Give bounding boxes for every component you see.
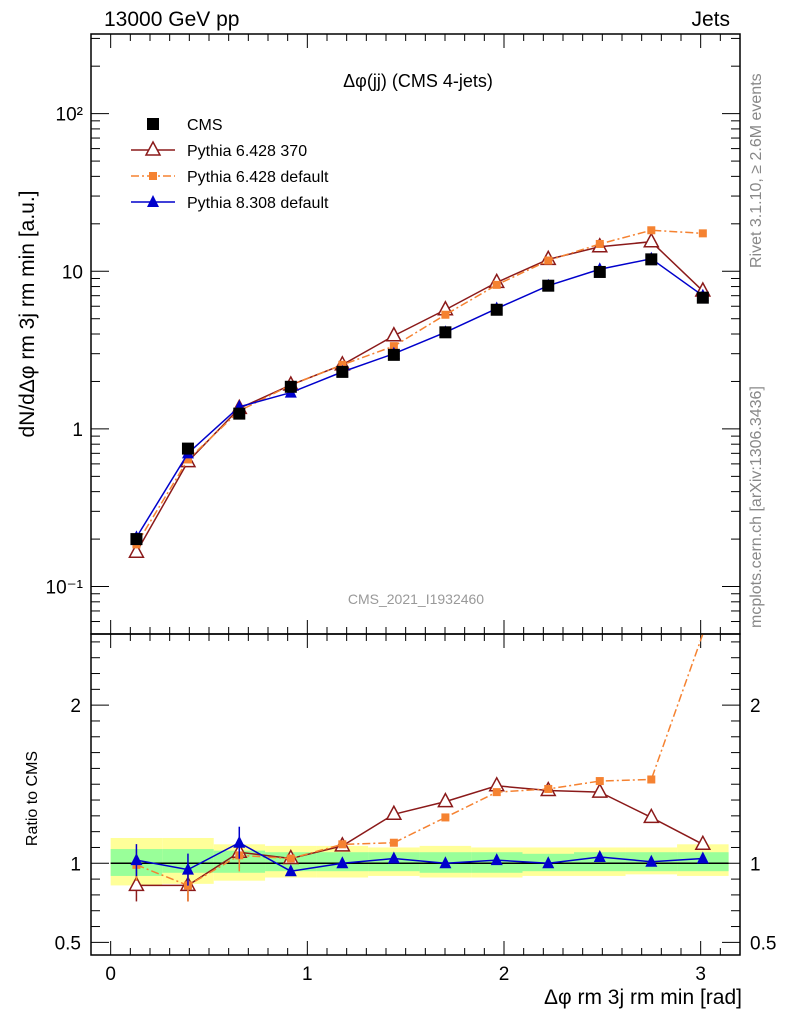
legend-marker: [144, 140, 162, 156]
main-ylabel: dN/dΔφ rm 3j rm min [a.u.]: [16, 190, 39, 437]
main-data-point: [130, 533, 143, 546]
ratio-data-point: [130, 853, 143, 866]
ratio-data-point: [643, 807, 660, 824]
legend-label: CMS: [187, 117, 223, 134]
main-series-line: [135, 240, 704, 553]
main-data-point: [183, 455, 192, 464]
ratio-ytick-label-right: 2: [750, 696, 761, 717]
ratio-ytick-label: 0.5: [55, 933, 81, 954]
ratio-series-line: [136, 633, 704, 887]
ratio-plot-frame: [90, 633, 741, 956]
ratio-data-point: [544, 784, 553, 793]
ratio-series-line: [136, 785, 704, 887]
ratio-ylabel: Ratio to CMS: [24, 751, 41, 846]
main-data-point: [595, 239, 604, 248]
ratio-data-point: [595, 777, 604, 786]
ratio-data-point: [694, 834, 712, 851]
main-data-point: [542, 279, 555, 292]
legend-marker: [147, 195, 159, 207]
ratio-data-point: [441, 813, 450, 822]
main-ytick-label: 10²: [56, 105, 83, 126]
main-ytick-label: 10⁻¹: [46, 578, 84, 599]
ratio-data-point: [490, 853, 503, 866]
main-series-line: [135, 257, 704, 538]
ratio-data-point: [647, 775, 656, 784]
main-data-point: [696, 291, 709, 304]
ratio-data-point: [593, 849, 606, 862]
main-data-point: [439, 326, 452, 339]
ratio-data-point: [181, 862, 194, 875]
main-data-point: [387, 348, 400, 361]
main-data-point: [593, 265, 606, 278]
ratio-data-point: [385, 804, 403, 821]
ratio-series-line: [136, 841, 703, 872]
legend-label: Pythia 6.428 default: [187, 169, 329, 186]
legend-label: Pythia 8.308 default: [187, 195, 329, 212]
main-data-point: [284, 380, 297, 393]
ratio-ytick-label-right: 1: [750, 854, 761, 875]
ratio-ytick-label-right: 0.5: [750, 933, 776, 954]
ratio-xtick-label: 0: [105, 964, 116, 985]
ratio-xtick-label: 3: [695, 964, 706, 985]
main-ytick-label: 10: [62, 262, 83, 283]
main-data-point: [647, 226, 656, 235]
ratio-xtick-label: 2: [499, 964, 510, 985]
main-data-point: [389, 342, 398, 351]
main-data-point: [233, 407, 246, 420]
ratio-data-point: [645, 854, 658, 867]
ratio-data-point: [286, 854, 295, 863]
header-category-label: Jets: [691, 8, 730, 31]
main-data-point: [492, 280, 501, 289]
chart-title: Δφ(jj) (CMS 4-jets): [343, 71, 493, 91]
main-data-point: [336, 365, 349, 378]
ratio-data-point: [338, 840, 347, 849]
ratio-data-point: [389, 838, 398, 847]
legend-marker: [149, 172, 157, 180]
main-ytick-label: 1: [72, 420, 83, 441]
ratio-data-point: [591, 782, 609, 798]
ratio-data-point: [284, 864, 297, 877]
header-process-label: 13000 GeV pp: [104, 8, 240, 31]
ratio-data-point: [542, 856, 555, 869]
ratio-ytick-label: 1: [70, 854, 81, 875]
ratio-xtick-label: 1: [302, 964, 313, 985]
ratio-data-point: [387, 851, 400, 864]
main-panel: 10⁻¹ 1 10 10² dN/dΔφ rm 3j rm min [a.u.] Δφ(j…: [16, 33, 741, 635]
ratio-data-point: [439, 856, 452, 869]
ratio-data-point: [437, 792, 454, 808]
ratio-data-point: [696, 851, 709, 864]
ratio-data-point: [336, 856, 349, 869]
legend-marker: [147, 118, 159, 130]
main-data-point: [441, 310, 450, 319]
main-data-point: [128, 542, 145, 559]
ratio-data-point: [128, 875, 145, 892]
main-series-line: [135, 229, 703, 545]
main-data-point: [643, 232, 660, 248]
main-data-point: [698, 229, 707, 238]
main-data-point: [490, 303, 503, 316]
main-data-point: [645, 253, 658, 266]
ratio-ytick-label: 2: [70, 696, 81, 717]
main-data-point: [181, 442, 194, 455]
ratio-panel: 0.5 0.5 1 1 2 2 0 1 2 3 Ratio to CMS Δφ rm 3j rm mi…: [24, 633, 776, 1009]
main-data-point: [544, 256, 553, 265]
main-data-point: [338, 360, 347, 369]
legend-label: Pythia 6.428 370: [187, 143, 307, 160]
main-data-point: [385, 326, 403, 342]
ratio-data-point: [233, 835, 246, 848]
analysis-watermark: CMS_2021_I1932460: [348, 591, 484, 607]
ratio-xlabel: Δφ rm 3j rm min [rad]: [544, 986, 742, 1009]
ratio-data-point: [492, 788, 501, 797]
